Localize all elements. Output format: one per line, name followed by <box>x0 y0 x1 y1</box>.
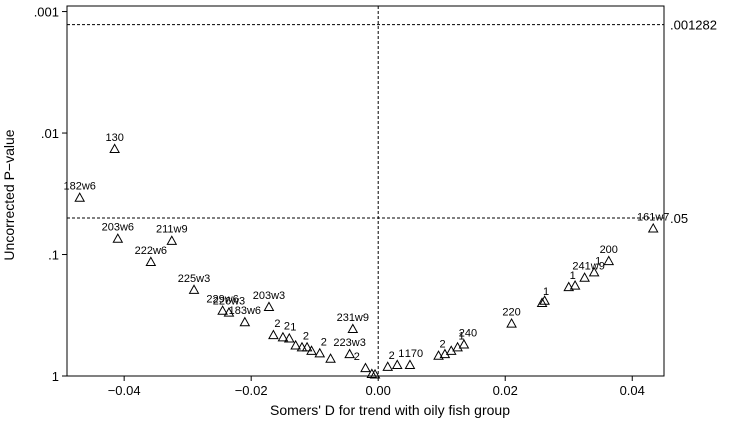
data-point <box>647 222 659 233</box>
reference-lines: .001282 .05 <box>67 6 717 376</box>
y-tick-label: .01 <box>41 126 59 141</box>
data-points: 130 182w6 203w6 211w9 222w6 225w3 229w6226w318… <box>63 132 669 379</box>
x-tick-label: 0.04 <box>620 383 645 398</box>
point-label-overlap: 1 <box>570 270 576 282</box>
data-point <box>563 281 575 292</box>
data-point <box>539 295 550 305</box>
data-point <box>360 362 371 373</box>
point-label-overlap: 2 <box>354 351 360 363</box>
point-label: 222w6 <box>135 245 167 257</box>
data-point <box>536 297 548 307</box>
point-label: 182w6 <box>63 181 95 193</box>
data-point <box>283 332 295 343</box>
point-label-overlap: 2 <box>274 318 280 330</box>
point-label-overlap: 2 <box>439 339 445 351</box>
data-point <box>263 301 275 312</box>
point-label-overlap: 2 <box>321 336 327 348</box>
data-point <box>366 368 378 378</box>
data-point <box>588 266 600 277</box>
data-point <box>325 353 336 363</box>
point-label-overlap: 1 <box>543 286 549 298</box>
x-tick-label: −0.02 <box>235 383 268 398</box>
point-label: 223w3 <box>333 337 365 349</box>
point-label-overlap: 1 <box>459 330 465 342</box>
x-tick-label: −0.04 <box>108 383 141 398</box>
data-point <box>223 306 235 317</box>
point-label-overlap: 2 <box>389 350 395 362</box>
x-tick-label: 0.00 <box>366 383 391 398</box>
point-label: 231w9 <box>337 312 369 324</box>
point-label-overlap: 2 <box>284 320 290 332</box>
x-axis-title: Somers' D for trend with oily fish group <box>270 402 510 418</box>
reference-line-label: .001282 <box>670 18 717 33</box>
data-point <box>301 341 313 352</box>
point-label-overlap: 240 <box>459 327 477 339</box>
point-label: 225w3 <box>178 273 210 285</box>
data-point <box>296 341 308 352</box>
data-point <box>569 280 581 290</box>
data-point <box>268 329 279 340</box>
data-point <box>603 255 615 266</box>
data-point <box>277 331 289 342</box>
point-label: 203w3 <box>253 290 285 302</box>
data-point <box>404 359 416 369</box>
point-label: 183w6 <box>229 305 261 317</box>
data-point <box>382 361 394 371</box>
data-point <box>314 347 326 358</box>
data-point <box>145 256 157 266</box>
point-label: 130 <box>105 132 123 144</box>
point-label-overlap: 2 <box>303 330 309 342</box>
point-label: 220 <box>502 307 520 319</box>
point-label-overlap: 1 <box>290 321 296 333</box>
data-point <box>188 284 200 294</box>
data-point <box>458 338 470 349</box>
data-point <box>290 339 301 350</box>
data-point <box>506 318 517 328</box>
axes: −0.04 −0.02 0.00 0.02 0.04 .001 .01 .1 1 <box>34 5 645 398</box>
data-point <box>217 305 228 315</box>
data-point <box>112 233 124 243</box>
y-tick-label: .1 <box>48 248 59 263</box>
point-label: 203w6 <box>102 222 134 234</box>
point-label: 229w6 <box>206 294 238 306</box>
y-axis-title: Uncorrected P−value <box>1 129 17 260</box>
data-point <box>391 359 403 369</box>
point-label-overlap: 241w9 <box>572 261 604 273</box>
y-tick-label: .001 <box>34 5 59 20</box>
data-point <box>433 350 444 360</box>
data-point <box>344 348 355 359</box>
point-label: 200 <box>600 244 618 256</box>
plot-border <box>66 5 665 377</box>
data-point <box>166 235 178 245</box>
point-label: 211w9 <box>156 224 188 236</box>
point-label: 161w7 <box>637 211 669 223</box>
x-tick-label: 0.02 <box>493 383 518 398</box>
point-label-overlap: 1 <box>595 255 601 267</box>
data-point <box>369 368 381 379</box>
point-label-overlap: 170 <box>405 348 423 360</box>
data-point <box>109 143 120 153</box>
data-point <box>579 272 590 282</box>
data-point <box>347 323 359 334</box>
reference-line-label: .05 <box>670 211 688 226</box>
data-point <box>306 345 317 355</box>
data-point <box>74 192 86 202</box>
y-tick-label: 1 <box>52 369 59 384</box>
plot-frame <box>66 5 665 377</box>
point-label-overlap: 1 <box>398 348 404 360</box>
point-label: 226w3 <box>213 295 245 307</box>
data-point <box>239 316 251 327</box>
